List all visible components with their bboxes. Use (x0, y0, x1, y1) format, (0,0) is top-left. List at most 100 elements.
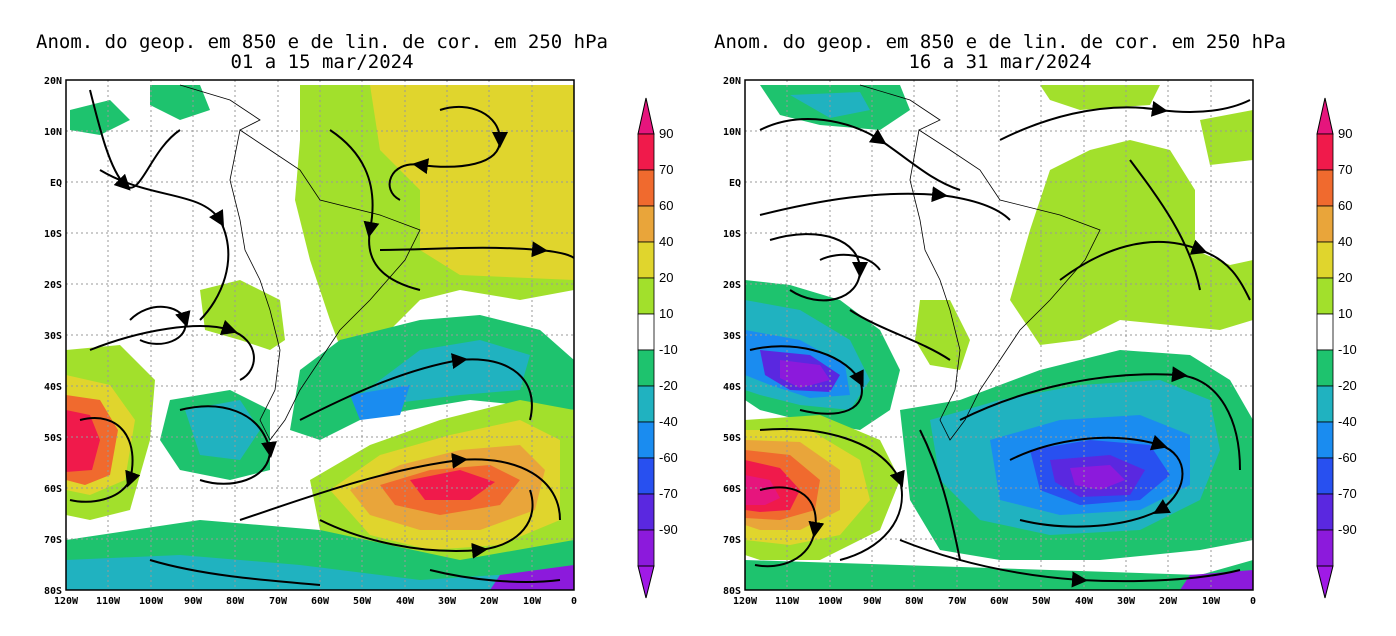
colorbar-panel-1: 90 70 60 40 20 10 -10 -20 -40 -60 -70 -90 (637, 97, 678, 599)
lon-label: 60W (311, 596, 330, 607)
lon-label: 100W (139, 596, 164, 607)
lon-label: 70W (948, 596, 967, 607)
panel-2-title-line-2: 16 a 31 mar/2024 (908, 51, 1092, 73)
panel-1-title-line-1: Anom. do geop. em 850 e de lin. de cor. … (36, 31, 608, 53)
lat-label: 10N (44, 127, 62, 138)
colorbar-segment (637, 277, 655, 315)
colorbar-segment (1316, 313, 1334, 351)
lon-label: 50W (353, 596, 372, 607)
lon-label: 120W (733, 596, 758, 607)
lon-label: 120W (54, 596, 79, 607)
colorbar-label: 70 (1338, 162, 1352, 177)
colorbar-segment (637, 313, 655, 351)
lon-label: 10W (1202, 596, 1221, 607)
lat-label: 20S (44, 280, 62, 291)
colorbar-segment (1316, 205, 1334, 243)
lon-label: 20W (1159, 596, 1178, 607)
colorbar-label: -90 (1338, 522, 1357, 537)
colorbar-label: -20 (1338, 378, 1357, 393)
colorbar-label: -70 (1338, 486, 1357, 501)
lat-label: 10N (723, 127, 741, 138)
colorbar-segment (637, 457, 655, 495)
lon-label: 10W (523, 596, 542, 607)
colorbar-top-arrow (1316, 97, 1334, 135)
colorbar-segment (1316, 493, 1334, 531)
lat-label: 80S (44, 586, 62, 597)
colorbar-label: -60 (1338, 450, 1357, 465)
lon-label: 30W (1117, 596, 1136, 607)
colorbar-label: 40 (1338, 234, 1352, 249)
colorbar-label: 20 (659, 270, 673, 285)
colorbar-segment (1316, 349, 1334, 387)
lat-label: 50S (44, 433, 62, 444)
lat-label: EQ (50, 178, 62, 189)
map-panel-2 (745, 80, 1253, 590)
lat-label: 70S (44, 535, 62, 546)
colorbar-label: 10 (1338, 306, 1352, 321)
lat-label: 60S (44, 484, 62, 495)
lat-label: 20N (723, 76, 741, 87)
colorbar-segment (637, 385, 655, 423)
lat-label: 30S (44, 331, 62, 342)
colorbar-label: -60 (659, 450, 678, 465)
colorbar-bottom-arrow (1316, 565, 1334, 599)
lon-label: 80W (226, 596, 245, 607)
lat-label: 80S (723, 586, 741, 597)
lon-label: 60W (990, 596, 1009, 607)
colorbar-segment (637, 169, 655, 207)
colorbar-segment (1316, 529, 1334, 567)
lon-label: 90W (184, 596, 203, 607)
lat-label: 40S (723, 382, 741, 393)
lon-label: 110W (96, 596, 121, 607)
colorbar-segment (637, 529, 655, 567)
lon-label: 50W (1032, 596, 1051, 607)
lat-label: EQ (729, 178, 741, 189)
colorbar-segment (1316, 457, 1334, 495)
panel-2-lon-labels: 120W 110W 100W 90W 80W 70W 60W 50W 40W 3… (733, 596, 1256, 607)
lat-label: 50S (723, 433, 741, 444)
lon-label: 90W (863, 596, 882, 607)
lat-label: 20N (44, 76, 62, 87)
colorbar-label: -40 (1338, 414, 1357, 429)
lon-label: 100W (818, 596, 843, 607)
panel-2-title-line-1: Anom. do geop. em 850 e de lin. de cor. … (714, 31, 1286, 53)
map-panel-2-frame (744, 79, 1254, 591)
colorbar-bottom-arrow (637, 565, 655, 599)
colorbar-segment (1316, 277, 1334, 315)
lon-label: 40W (396, 596, 415, 607)
panel-1-lon-labels: 120W 110W 100W 90W 80W 70W 60W 50W 40W 3… (54, 596, 577, 607)
panel-2-lat-labels: 20N 10N EQ 10S 20S 30S 40S 50S 60S 70S 8… (723, 76, 741, 597)
lat-label: 70S (723, 535, 741, 546)
colorbar-segment (1316, 169, 1334, 207)
colorbar-label: -20 (659, 378, 678, 393)
colorbar-segment (1316, 133, 1334, 171)
colorbar-label: 60 (1338, 198, 1352, 213)
colorbar-label: -90 (659, 522, 678, 537)
panel-1-lat-labels: 20N 10N EQ 10S 20S 30S 40S 50S 60S 70S 8… (44, 76, 62, 597)
lat-label: 20S (723, 280, 741, 291)
lon-label: 40W (1075, 596, 1094, 607)
colorbar-label: 90 (659, 126, 673, 141)
map-panel-1-frame (65, 79, 575, 591)
colorbar-segment (637, 205, 655, 243)
colorbar-label: -10 (1338, 342, 1357, 357)
lon-label: 0 (1250, 596, 1256, 607)
panel-1-title-line-2: 01 a 15 mar/2024 (230, 51, 414, 73)
colorbar-label: -70 (659, 486, 678, 501)
map-panel-1 (66, 80, 574, 590)
lat-label: 10S (723, 229, 741, 240)
lon-label: 0 (571, 596, 577, 607)
lat-label: 60S (723, 484, 741, 495)
lat-label: 40S (44, 382, 62, 393)
colorbar-label: 70 (659, 162, 673, 177)
lon-label: 110W (775, 596, 800, 607)
colorbar-segment (1316, 421, 1334, 459)
lon-label: 70W (269, 596, 288, 607)
lon-label: 80W (905, 596, 924, 607)
colorbar-label: 20 (1338, 270, 1352, 285)
colorbar-label: 90 (1338, 126, 1352, 141)
colorbar-segment (1316, 385, 1334, 423)
colorbar-segment (637, 241, 655, 279)
colorbar-panel-2: 90 70 60 40 20 10 -10 -20 -40 -60 -70 -90 (1316, 97, 1357, 599)
